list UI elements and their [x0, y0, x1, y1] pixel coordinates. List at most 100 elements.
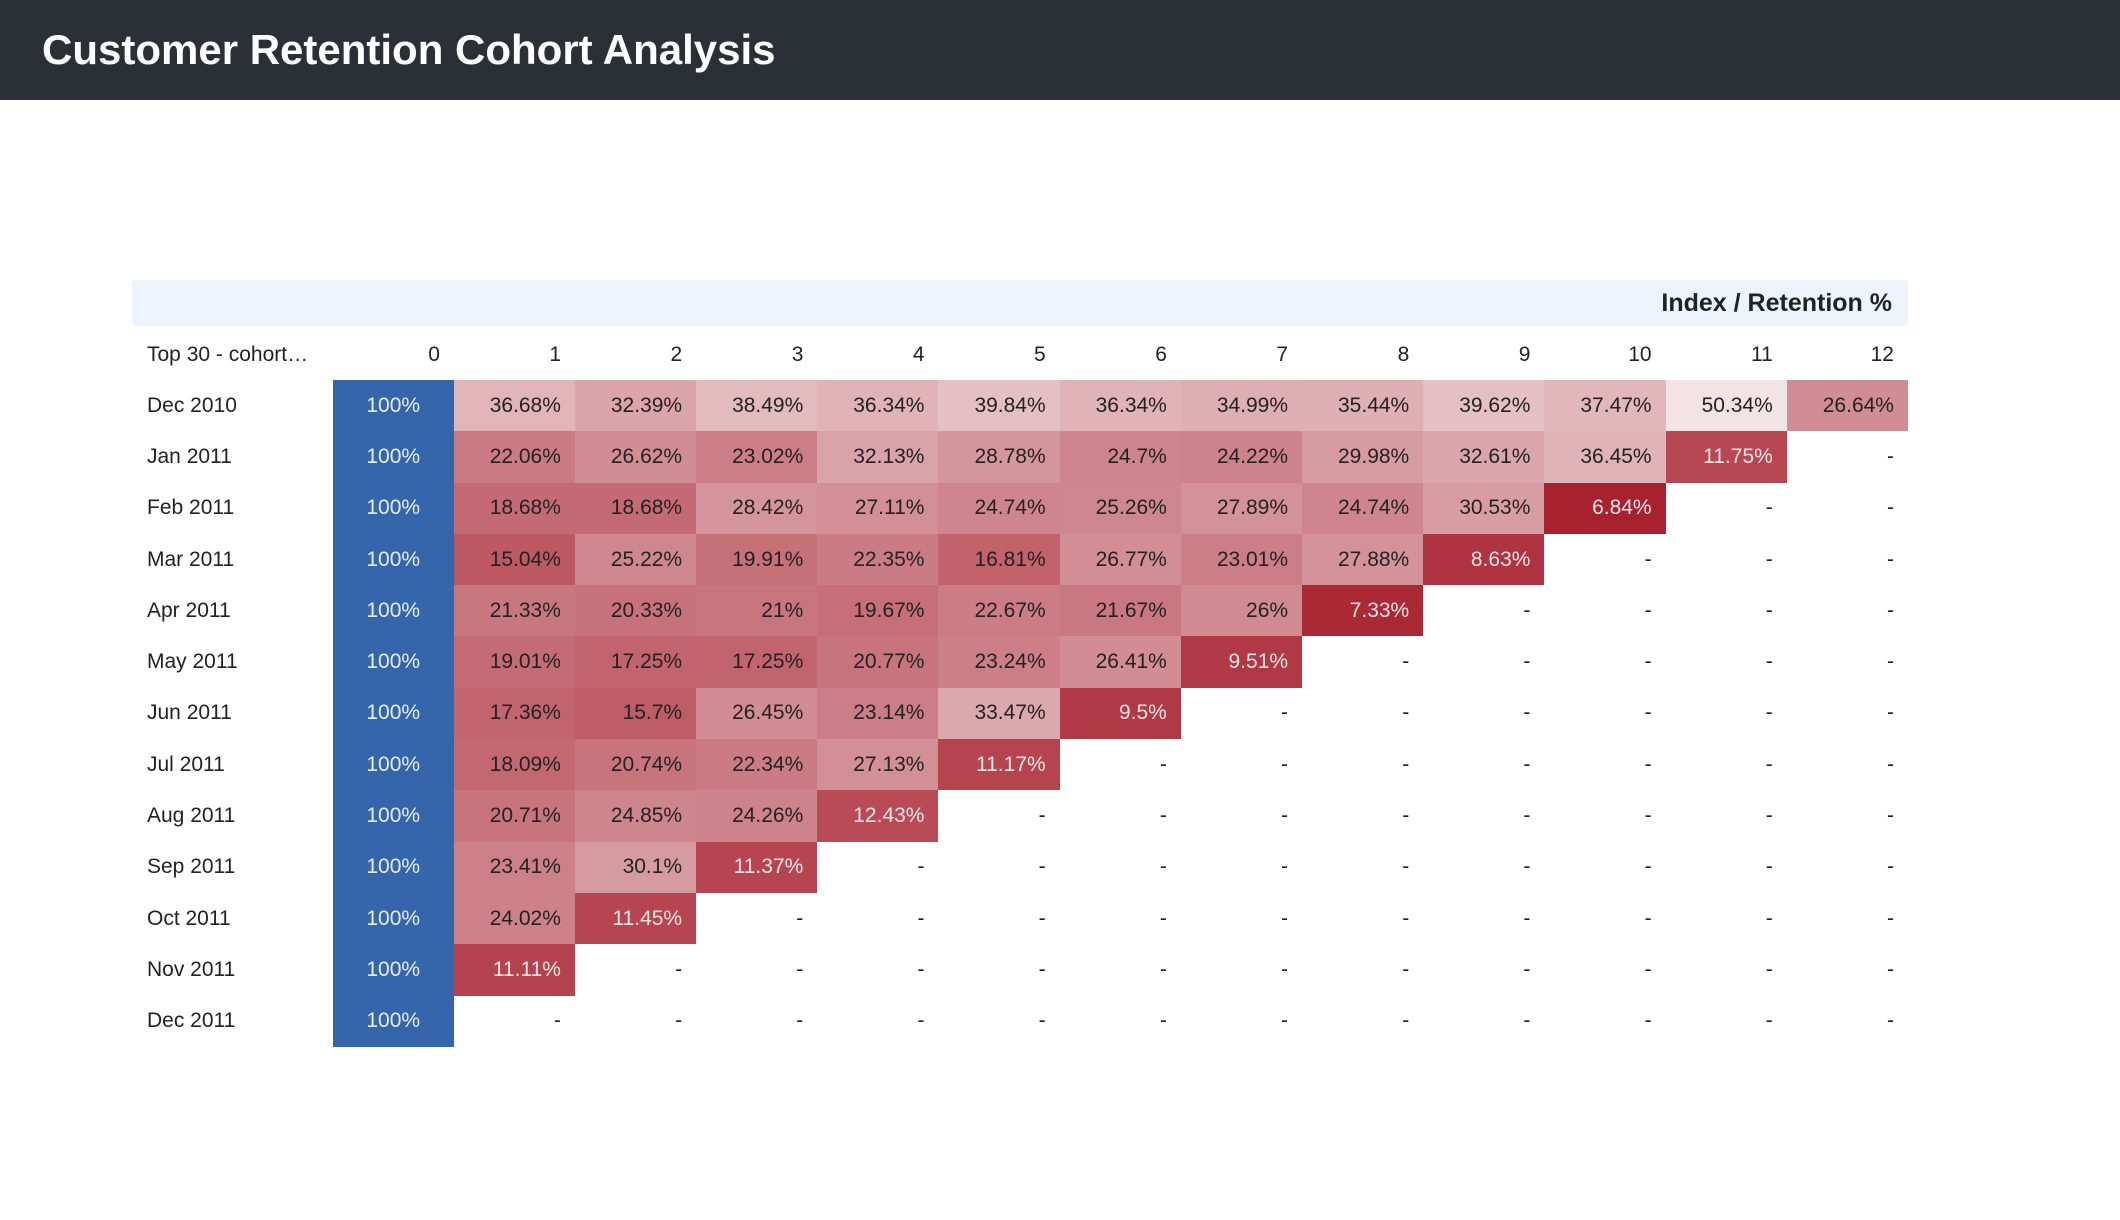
heatmap-cell-empty: -	[1886, 598, 1894, 622]
heatmap-cell-empty: -	[1281, 1009, 1289, 1033]
heatmap-cell: 20.71%	[453, 790, 575, 842]
heatmap-cell-index-zero: 100%	[332, 995, 454, 1047]
heatmap-cell-index-zero: 100%	[332, 892, 454, 945]
heatmap-cell: 24.74%	[1302, 482, 1424, 534]
chart-title-bar: Index / Retention %	[132, 280, 1908, 326]
heatmap-cell-empty: -	[1886, 855, 1894, 879]
column-index-label: 4	[912, 343, 925, 366]
heatmap-cell-empty: -	[1886, 804, 1894, 828]
heatmap-cell-empty: -	[1159, 957, 1167, 981]
heatmap-cell: 23.41%	[453, 841, 575, 893]
heatmap-cell: 50.34%	[1665, 380, 1787, 432]
heatmap-cell-empty: -	[917, 957, 925, 981]
column-index-label: 10	[1628, 343, 1652, 366]
heatmap-cell: 36.34%	[1059, 380, 1181, 432]
heatmap-cell-index-zero: 100%	[332, 739, 454, 791]
heatmap-cell-index-zero: 100%	[332, 380, 454, 432]
heatmap-cell: 9.51%	[1180, 636, 1303, 688]
heatmap-cell-empty: -	[1644, 547, 1652, 571]
heatmap-cell: 18.09%	[453, 739, 575, 791]
cohort-label: Dec 2011	[147, 1009, 236, 1033]
heatmap-cell-empty: -	[1159, 804, 1167, 828]
cohort-label: Apr 2011	[147, 598, 231, 622]
heatmap-cell-empty: -	[1765, 701, 1773, 725]
cohort-row: Jun 2011 100% 17.36% 15.7% 26.45% 23.14% 33.47…	[132, 687, 1908, 740]
heatmap-cell-empty: -	[553, 1009, 561, 1033]
heatmap-cell: 24.74%	[938, 482, 1060, 534]
heatmap-cell-empty: -	[1644, 1009, 1652, 1033]
heatmap-cell: 37.47%	[1544, 380, 1666, 432]
heatmap-cell-index-zero: 100%	[332, 790, 454, 842]
heatmap-cell-empty: -	[1038, 1009, 1046, 1033]
heatmap-cell-empty: -	[675, 1009, 683, 1033]
heatmap-cell-empty: -	[1402, 906, 1410, 930]
heatmap-cell-empty: -	[1159, 906, 1167, 930]
column-index-label: 9	[1518, 343, 1531, 366]
heatmap-cell-empty: -	[1402, 752, 1410, 776]
heatmap-cell-empty: -	[675, 957, 683, 981]
heatmap-cell-empty: -	[1523, 804, 1531, 828]
heatmap-cell: 26%	[1180, 585, 1303, 637]
heatmap-cell: 36.34%	[817, 380, 939, 432]
heatmap-cell-empty: -	[1038, 957, 1046, 981]
cohort-label: Feb 2011	[147, 496, 235, 520]
heatmap-cell-empty: -	[1523, 701, 1531, 725]
heatmap-cell-empty: -	[1523, 752, 1531, 776]
heatmap-cell: 8.63%	[1423, 533, 1545, 586]
heatmap-cell-empty: -	[1644, 598, 1652, 622]
heatmap-cell: 32.39%	[574, 380, 697, 432]
heatmap-cell-empty: -	[1644, 650, 1652, 674]
heatmap-cell-empty: -	[1886, 701, 1894, 725]
heatmap-cell: 27.11%	[817, 482, 939, 534]
heatmap-cell: 25.22%	[574, 533, 697, 586]
heatmap-cell: 38.49%	[696, 380, 818, 432]
heatmap-cell: 18.68%	[453, 482, 575, 534]
heatmap-cell-empty: -	[1402, 855, 1410, 879]
heatmap-cell-empty: -	[1281, 701, 1289, 725]
heatmap-cell-empty: -	[1038, 906, 1046, 930]
heatmap-cell-empty: -	[1402, 957, 1410, 981]
cohort-label: Dec 2010	[147, 393, 237, 417]
column-index-label: 0	[428, 343, 440, 366]
cohort-label: Jun 2011	[147, 701, 232, 725]
cohort-label: Sep 2011	[147, 855, 236, 879]
heatmap-cell: 16.81%	[938, 533, 1060, 586]
heatmap-cell: 27.13%	[817, 739, 939, 791]
column-index-label: 12	[1870, 343, 1894, 366]
heatmap-cell: 17.36%	[453, 687, 575, 740]
heatmap-cell: 26.62%	[574, 431, 697, 483]
cohort-label: Jan 2011	[147, 444, 232, 468]
heatmap-cell-empty: -	[1159, 752, 1167, 776]
heatmap-cell-empty: -	[1644, 906, 1652, 930]
heatmap-cell: 9.5%	[1059, 687, 1181, 740]
heatmap-cell-empty: -	[1644, 855, 1652, 879]
heatmap-cell-index-zero: 100%	[332, 431, 454, 483]
heatmap-cell: 20.74%	[574, 739, 697, 791]
cohort-row: Feb 2011 100% 18.68% 18.68% 28.42% 27.11% 24.7…	[132, 482, 1908, 534]
heatmap-cell: 11.75%	[1665, 431, 1787, 483]
heatmap-cell-empty: -	[1765, 804, 1773, 828]
cohort-label: Oct 2011	[147, 906, 231, 930]
cohort-label: Nov 2011	[147, 957, 236, 981]
heatmap-cell: 23.01%	[1180, 533, 1303, 586]
heatmap-cell-empty: -	[1886, 1009, 1894, 1033]
heatmap-cell: 27.88%	[1302, 533, 1424, 586]
heatmap-cell-index-zero: 100%	[332, 841, 454, 893]
heatmap-cell-empty: -	[1886, 650, 1894, 674]
heatmap-cell-empty: -	[1886, 752, 1894, 776]
heatmap-cell: 24.22%	[1180, 431, 1303, 483]
heatmap-cell-empty: -	[1765, 547, 1773, 571]
heatmap-cell-empty: -	[1281, 906, 1289, 930]
heatmap-cell-empty: -	[1644, 701, 1652, 725]
heatmap-cell-empty: -	[1281, 957, 1289, 981]
heatmap-cell-empty: -	[1038, 855, 1046, 879]
cohort-row: Oct 2011 100% 24.02% 11.45% - - - - - - - - - -	[132, 892, 1908, 945]
heatmap-cell-index-zero: 100%	[332, 585, 454, 637]
cohort-row: Sep 2011 100% 23.41% 30.1% 11.37% - - - - - - - - -	[132, 841, 1908, 893]
heatmap-cell: 7.33%	[1302, 585, 1424, 637]
cohort-row: Apr 2011 100% 21.33% 20.33% 21% 19.67% 22.67% 2…	[132, 585, 1908, 637]
heatmap-cell: 22.35%	[817, 533, 939, 586]
heatmap-cell-empty: -	[1523, 906, 1531, 930]
heatmap-cell-empty: -	[1765, 496, 1773, 520]
heatmap-cell: 24.7%	[1059, 431, 1181, 483]
